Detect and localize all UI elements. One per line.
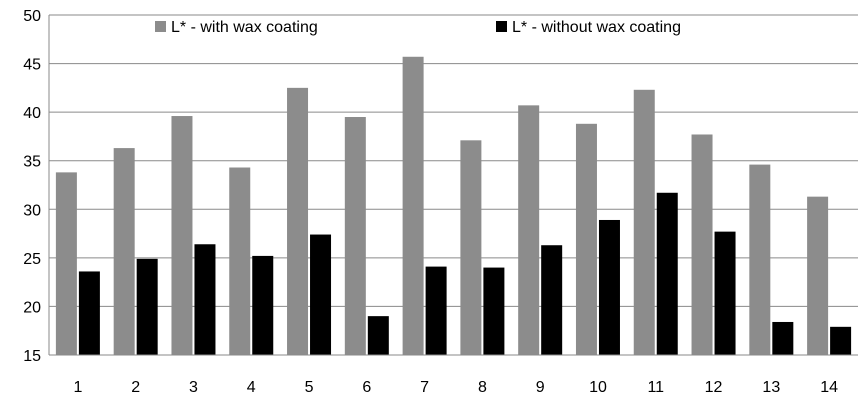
x-tick-label-2: 2: [131, 379, 140, 396]
bar-without-wax-12: [714, 231, 736, 355]
gridlines: [49, 14, 858, 307]
y-tick-label-20: 20: [23, 299, 41, 316]
bar-without-wax-9: [541, 245, 563, 355]
x-axis-tick-labels: 1 2 3 4 5 6 7 8 9 10 11 12 13 14: [73, 379, 838, 396]
x-tick-label-6: 6: [362, 379, 371, 396]
bar-with-wax-7: [402, 56, 424, 356]
bar-with-wax-11: [633, 89, 655, 356]
bar-without-wax-1: [78, 271, 100, 355]
y-tick-label-15: 15: [23, 348, 41, 365]
legend-swatch-without-wax: [496, 21, 507, 32]
bar-with-wax-1: [55, 172, 77, 355]
bar-without-wax-8: [483, 267, 505, 355]
y-tick-label-40: 40: [23, 105, 41, 122]
bar-without-wax-5: [310, 234, 332, 355]
x-tick-label-9: 9: [536, 379, 545, 396]
legend: L* - with wax coating L* - without wax c…: [155, 19, 681, 36]
y-tick-label-50: 50: [23, 8, 41, 25]
x-tick-label-3: 3: [189, 379, 198, 396]
bar-without-wax-11: [656, 192, 678, 355]
legend-swatch-with-wax: [155, 21, 166, 32]
bar-with-wax-13: [749, 164, 771, 355]
y-tick-label-35: 35: [23, 154, 41, 171]
x-tick-label-12: 12: [705, 379, 723, 396]
y-tick-label-30: 30: [23, 202, 41, 219]
x-tick-label-10: 10: [589, 379, 607, 396]
bar-without-wax-2: [136, 258, 158, 355]
legend-label-without-wax: L* - without wax coating: [512, 19, 681, 36]
x-tick-label-7: 7: [420, 379, 429, 396]
bar-with-wax-14: [807, 196, 829, 355]
legend-label-with-wax: L* - with wax coating: [171, 19, 318, 36]
bar-with-wax-10: [575, 123, 597, 355]
bar-without-wax-6: [367, 316, 389, 355]
bar-with-wax-2: [113, 148, 135, 355]
bar-with-wax-12: [691, 134, 713, 355]
x-tick-label-5: 5: [305, 379, 314, 396]
bar-with-wax-4: [229, 167, 251, 355]
x-tick-label-8: 8: [478, 379, 487, 396]
bar-with-wax-3: [171, 116, 193, 356]
bars: [55, 56, 852, 356]
bar-with-wax-6: [344, 117, 366, 355]
bar-without-wax-14: [830, 326, 852, 355]
x-tick-label-1: 1: [73, 379, 82, 396]
bar-with-wax-9: [518, 105, 540, 355]
axes: [48, 15, 858, 356]
x-tick-label-11: 11: [647, 379, 664, 396]
y-axis-tick-labels: 15 20 25 30 35 40 45 50: [23, 8, 41, 365]
x-tick-label-13: 13: [762, 379, 780, 396]
bar-with-wax-5: [287, 87, 309, 355]
bar-without-wax-3: [194, 244, 216, 355]
bar-without-wax-10: [598, 219, 620, 355]
bar-without-wax-4: [252, 255, 274, 355]
y-tick-label-25: 25: [23, 251, 41, 268]
bar-without-wax-13: [772, 321, 794, 355]
x-tick-label-4: 4: [247, 379, 256, 396]
bar-without-wax-7: [425, 266, 447, 355]
x-tick-label-14: 14: [820, 379, 838, 396]
bar-with-wax-8: [460, 140, 482, 355]
y-tick-label-45: 45: [23, 57, 41, 74]
